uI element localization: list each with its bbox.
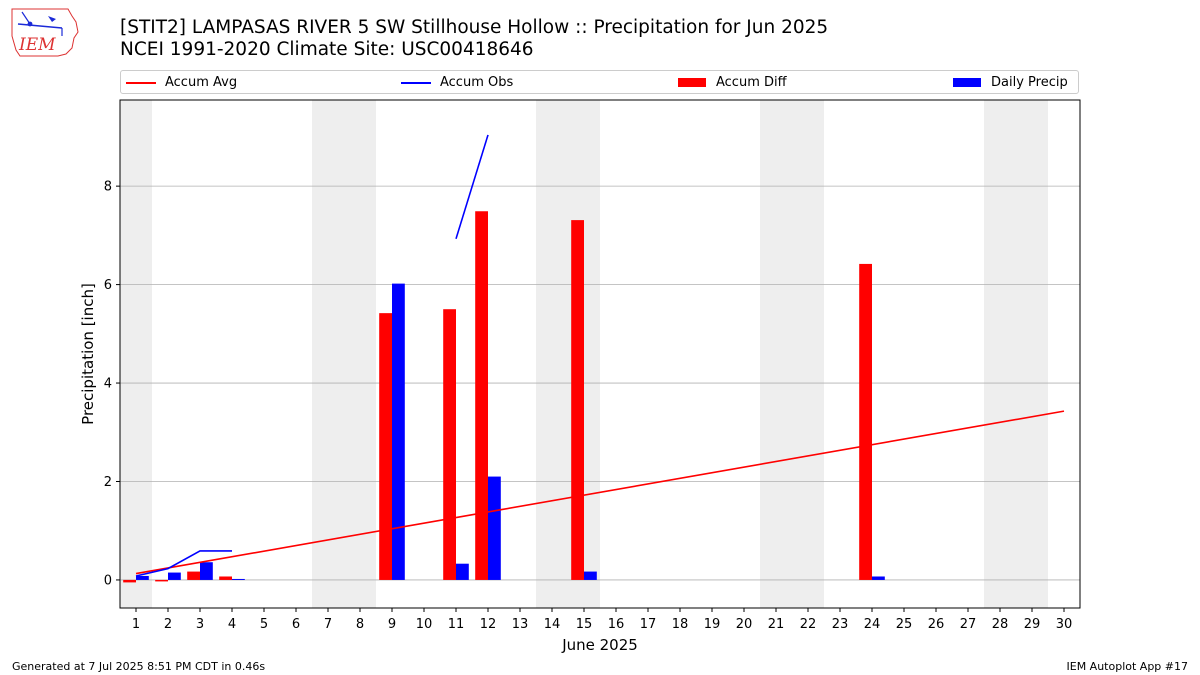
x-tick-label: 14 (544, 617, 561, 632)
x-tick-label: 13 (512, 617, 529, 632)
x-tick-label: 12 (480, 617, 497, 632)
legend-swatch-daily-precip (953, 78, 981, 87)
x-tick-label: 3 (196, 617, 204, 632)
bar-daily-precip (488, 476, 501, 580)
x-tick-label: 16 (608, 617, 625, 632)
bar-daily-precip (872, 576, 885, 580)
x-tick-label: 29 (1024, 617, 1041, 632)
footer-generated: Generated at 7 Jul 2025 8:51 PM CDT in 0… (12, 660, 266, 673)
line-accum-obs (135, 550, 232, 577)
x-tick-label: 26 (928, 617, 945, 632)
bar-daily-precip (584, 571, 597, 580)
plot-frame (119, 99, 1081, 609)
y-tick-label: 2 (104, 475, 112, 490)
legend: Accum Avg Accum Obs Accum Diff Daily Pre… (120, 70, 1079, 94)
bar-accum-diff (859, 263, 872, 580)
x-tick-label: 24 (864, 617, 881, 632)
bar-accum-diff (443, 309, 456, 580)
x-tick-label: 2 (164, 617, 172, 632)
x-tick-label: 22 (800, 617, 817, 632)
x-tick-label: 8 (356, 617, 364, 632)
x-tick-label: 4 (228, 617, 236, 632)
x-tick-label: 17 (640, 617, 657, 632)
bar-daily-precip (168, 572, 181, 580)
logo-text: IEM (18, 35, 56, 55)
bar-daily-precip (392, 283, 405, 580)
x-tick-label: 23 (832, 617, 849, 632)
legend-swatch-accum-diff (678, 78, 706, 87)
x-tick-label: 20 (736, 617, 753, 632)
iem-logo: IEM (11, 8, 79, 57)
legend-swatch-accum-obs (401, 81, 431, 84)
x-tick-label: 9 (388, 617, 396, 632)
legend-item-accum-avg: Accum Avg (126, 73, 237, 93)
x-axis-label: June 2025 (561, 636, 638, 654)
legend-label-accum-avg: Accum Avg (165, 75, 238, 90)
bar-accum-diff (379, 313, 392, 580)
bar-daily-precip (232, 578, 245, 580)
bar-accum-diff (155, 579, 168, 582)
line-accum-avg (135, 410, 1065, 575)
legend-swatch-accum-avg (126, 81, 156, 84)
y-tick-label: 4 (104, 377, 112, 392)
x-tick-label: 25 (896, 617, 913, 632)
x-tick-label: 5 (260, 617, 268, 632)
weekend-band (312, 100, 376, 608)
bar-daily-precip (136, 576, 149, 580)
y-tick-label: 0 (104, 573, 112, 588)
x-tick-label: 28 (992, 617, 1009, 632)
x-tick-label: 19 (704, 617, 721, 632)
legend-item-accum-obs: Accum Obs (401, 73, 513, 93)
bar-accum-diff (475, 211, 488, 580)
bar-accum-diff (571, 220, 584, 580)
x-tick-label: 30 (1056, 617, 1073, 632)
legend-item-accum-diff: Accum Diff (678, 73, 787, 93)
x-tick-label: 27 (960, 617, 977, 632)
line-accum-obs (455, 134, 489, 240)
bar-daily-precip (456, 563, 469, 580)
bar-accum-diff (219, 576, 232, 580)
bar-accum-diff (123, 579, 136, 583)
x-tick-label: 7 (324, 617, 332, 632)
legend-label-accum-diff: Accum Diff (716, 75, 787, 90)
bar-accum-diff (187, 571, 200, 580)
y-axis-label: Precipitation [inch] (79, 283, 97, 425)
x-tick-label: 1 (132, 617, 140, 632)
chart-title: [STIT2] LAMPASAS RIVER 5 SW Stillhouse H… (120, 17, 829, 38)
y-tick-label: 8 (104, 180, 112, 195)
bar-daily-precip (200, 562, 213, 580)
x-tick-label: 18 (672, 617, 689, 632)
weekend-band (984, 100, 1048, 608)
weekend-band (536, 100, 600, 608)
weekend-band (120, 100, 152, 608)
x-tick-label: 15 (576, 617, 593, 632)
y-tick-label: 6 (104, 278, 112, 293)
weekend-band (760, 100, 824, 608)
x-tick-label: 21 (768, 617, 785, 632)
x-tick-label: 10 (416, 617, 433, 632)
x-tick-label: 11 (448, 617, 465, 632)
legend-item-daily-precip: Daily Precip (953, 73, 1068, 93)
x-tick-label: 6 (292, 617, 300, 632)
footer-app-id: IEM Autoplot App #17 (1066, 660, 1189, 673)
chart-subtitle: NCEI 1991-2020 Climate Site: USC00418646 (120, 39, 534, 60)
legend-label-accum-obs: Accum Obs (440, 75, 514, 90)
legend-label-daily-precip: Daily Precip (991, 75, 1068, 90)
